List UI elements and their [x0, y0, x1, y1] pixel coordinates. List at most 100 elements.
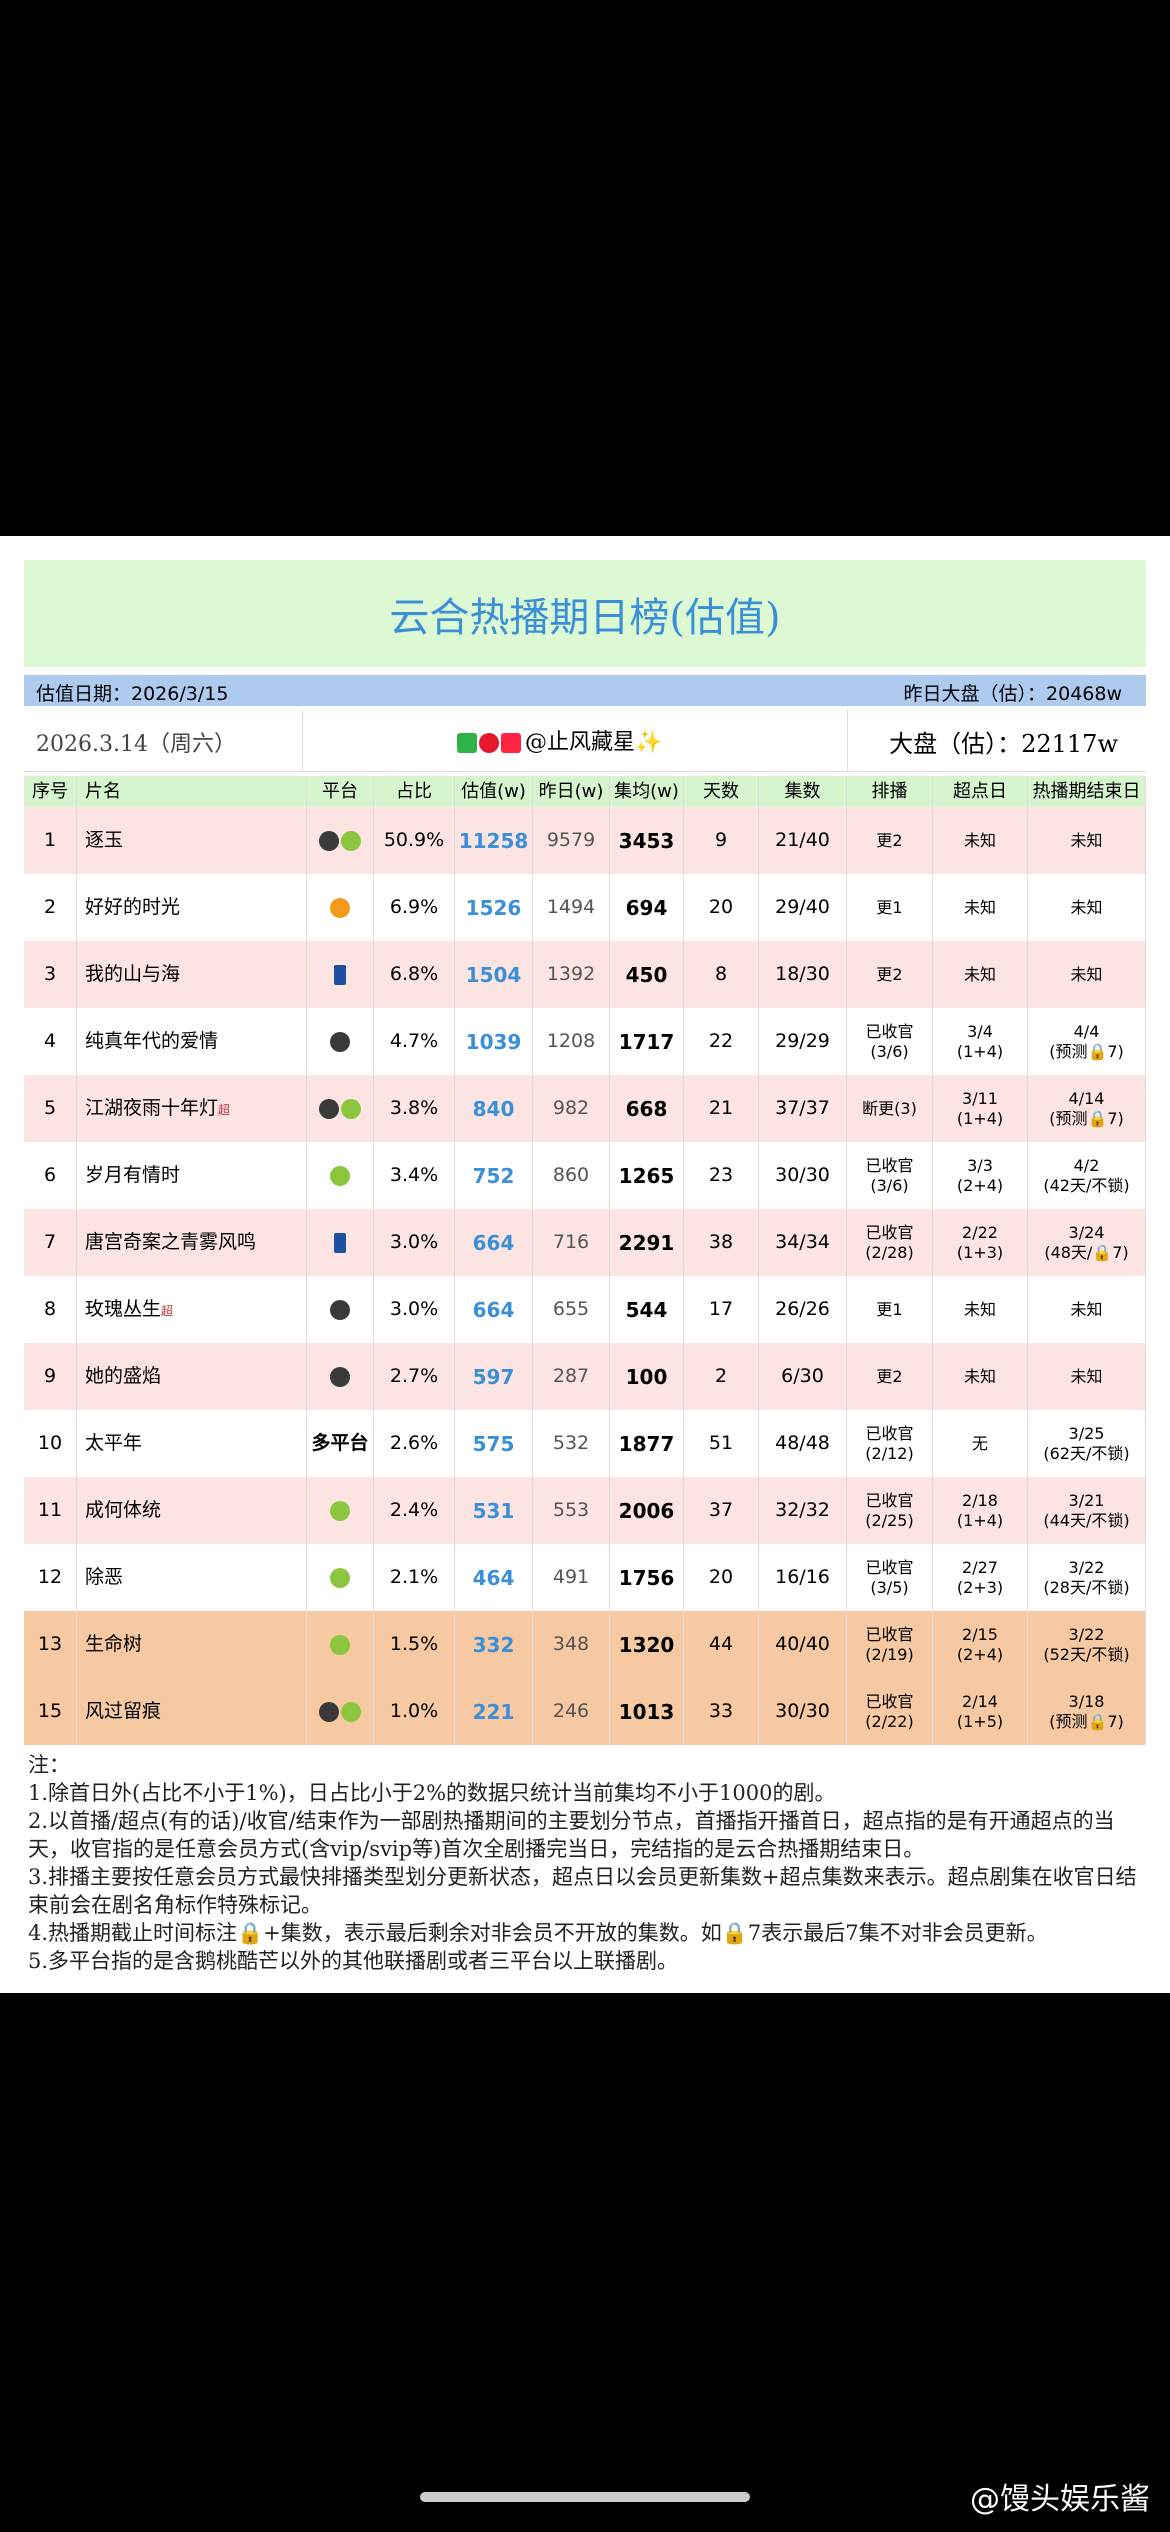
- platform-icon: [319, 830, 339, 851]
- table-row: 12 除恶 2.1% 464 491 1756 20 16/16 已收官 (3/5) 2/27 (2+…: [24, 1544, 1146, 1611]
- cell-line: 4/2: [1073, 1156, 1100, 1176]
- note-line: 2.以首播/超点(有的话)/收官/结束作为一部剧热播期间的主要划分节点，首播指开…: [28, 1809, 1115, 1861]
- cell-avg: 694: [610, 874, 684, 941]
- cell-text: 7: [43, 1231, 57, 1254]
- cell-line: (3/5): [870, 1577, 909, 1597]
- cell-peak: 2/18 (1+4): [933, 1477, 1028, 1544]
- cell-text: 33: [708, 1700, 734, 1723]
- cell-name: 生命树: [77, 1611, 307, 1678]
- cell-prev: 491: [533, 1544, 610, 1611]
- cell-days: 9: [684, 807, 759, 874]
- cell-text: 未知: [1070, 830, 1103, 850]
- platform-icon: [330, 1031, 350, 1052]
- author-name: @止风藏星✨: [525, 730, 663, 755]
- cell-line: (1+4): [956, 1041, 1004, 1061]
- drama-name: 唐宫奇案之青雾风鸣: [85, 1231, 257, 1254]
- cell-share: 3.0%: [374, 1209, 455, 1276]
- name-line: 成何体统: [85, 1499, 161, 1522]
- cell-end: 3/22 (52天/不锁): [1028, 1611, 1146, 1678]
- cell-text: 2: [714, 1365, 728, 1388]
- column-header: 天数: [684, 776, 759, 807]
- cell-line: (2/12): [865, 1443, 914, 1463]
- cell-text: 597: [472, 1364, 515, 1389]
- cell-line: 2/14: [962, 1692, 998, 1712]
- cell-share: 2.1%: [374, 1544, 455, 1611]
- cell-days: 22: [684, 1008, 759, 1075]
- column-header: 集均(w): [610, 776, 684, 807]
- cell-avg: 100: [610, 1343, 684, 1410]
- cell-est: 11258: [455, 807, 533, 874]
- cell-rank: 5: [24, 1075, 77, 1142]
- cell-prev: 348: [533, 1611, 610, 1678]
- cell-text: 50.9%: [383, 829, 445, 852]
- cell-text: 1717: [618, 1029, 675, 1054]
- cell-text: 532: [552, 1432, 590, 1455]
- cell-text: 26/26: [775, 1298, 830, 1321]
- cell-eps: 32/32: [759, 1477, 847, 1544]
- cell-text: 断更(3): [862, 1098, 917, 1118]
- cell-text: 2.1%: [389, 1566, 439, 1589]
- cell-text: 21: [708, 1097, 734, 1120]
- name-line: 纯真年代的爱情: [85, 1030, 218, 1053]
- cell-schedule: 断更(3): [847, 1075, 933, 1142]
- cell-text: 553: [552, 1499, 590, 1522]
- cell-est: 332: [455, 1611, 533, 1678]
- cell-text: 5: [43, 1097, 57, 1120]
- cell-text: 未知: [963, 830, 996, 850]
- name-line: 我的山与海: [85, 963, 180, 986]
- cell-text: 更1: [876, 897, 903, 917]
- cell-days: 17: [684, 1276, 759, 1343]
- cell-text: 716: [552, 1231, 590, 1254]
- cell-share: 1.5%: [374, 1611, 455, 1678]
- cell-text: 982: [552, 1097, 590, 1120]
- cell-text: 未知: [963, 897, 996, 917]
- table-row: 3 我的山与海 6.8% 1504 1392 450 8 18/30 更2 未知 未知: [24, 941, 1146, 1008]
- cell-rank: 12: [24, 1544, 77, 1611]
- cell-end: 3/25 (62天/不锁): [1028, 1410, 1146, 1477]
- cell-text: 22: [708, 1030, 734, 1053]
- cell-rank: 9: [24, 1343, 77, 1410]
- table-row: 5 江湖夜雨十年灯超 3.8% 840 982 668 21 37/37 断更(3) 3/11 (1…: [24, 1075, 1146, 1142]
- cell-days: 37: [684, 1477, 759, 1544]
- platform-icons: [329, 1499, 351, 1522]
- cell-end: 未知: [1028, 1276, 1146, 1343]
- cell-line: (48天/🔒7): [1044, 1242, 1129, 1262]
- cell-platform: [307, 1008, 374, 1075]
- cell-eps: 18/30: [759, 941, 847, 1008]
- cell-schedule: 已收官 (2/25): [847, 1477, 933, 1544]
- cell-name: 我的山与海: [77, 941, 307, 1008]
- cell-text: 30/30: [775, 1164, 830, 1187]
- cell-est: 1504: [455, 941, 533, 1008]
- cell-line: (2+4): [956, 1644, 1004, 1664]
- cell-text: 未知: [963, 964, 996, 984]
- cell-line: 已收官: [865, 1156, 914, 1176]
- cell-line: 已收官: [865, 1223, 914, 1243]
- name-line: 岁月有情时: [85, 1164, 180, 1187]
- cell-prev: 532: [533, 1410, 610, 1477]
- cell-share: 2.4%: [374, 1477, 455, 1544]
- cell-rank: 13: [24, 1611, 77, 1678]
- cell-share: 2.7%: [374, 1343, 455, 1410]
- cell-peak: 未知: [933, 807, 1028, 874]
- platform-icons: [318, 1700, 362, 1723]
- cell-text: 287: [552, 1365, 590, 1388]
- cell-est: 221: [455, 1678, 533, 1745]
- platform-icon: [341, 1701, 361, 1722]
- cell-name: 太平年: [77, 1410, 307, 1477]
- cell-text: 348: [552, 1633, 590, 1656]
- cell-est: 664: [455, 1209, 533, 1276]
- table-row: 9 她的盛焰 2.7% 597 287 100 2 6/30 更2 未知 未知: [24, 1343, 1146, 1410]
- cell-schedule: 更2: [847, 941, 933, 1008]
- drama-name: 除恶: [85, 1566, 124, 1589]
- drama-name: 太平年: [85, 1432, 143, 1455]
- cell-eps: 16/16: [759, 1544, 847, 1611]
- cell-peak: 未知: [933, 1343, 1028, 1410]
- cell-name: 除恶: [77, 1544, 307, 1611]
- cell-text: 4: [43, 1030, 57, 1053]
- date-row: 2026.3.14（周六） @止风藏星✨ 大盘（估）：22117w: [24, 710, 1146, 772]
- drama-name: 岁月有情时: [85, 1164, 181, 1187]
- cell-name: 玫瑰丛生超: [77, 1276, 307, 1343]
- cell-text: 未知: [1070, 1366, 1103, 1386]
- cell-text: 1013: [618, 1699, 675, 1724]
- cell-text: 37/37: [775, 1097, 830, 1120]
